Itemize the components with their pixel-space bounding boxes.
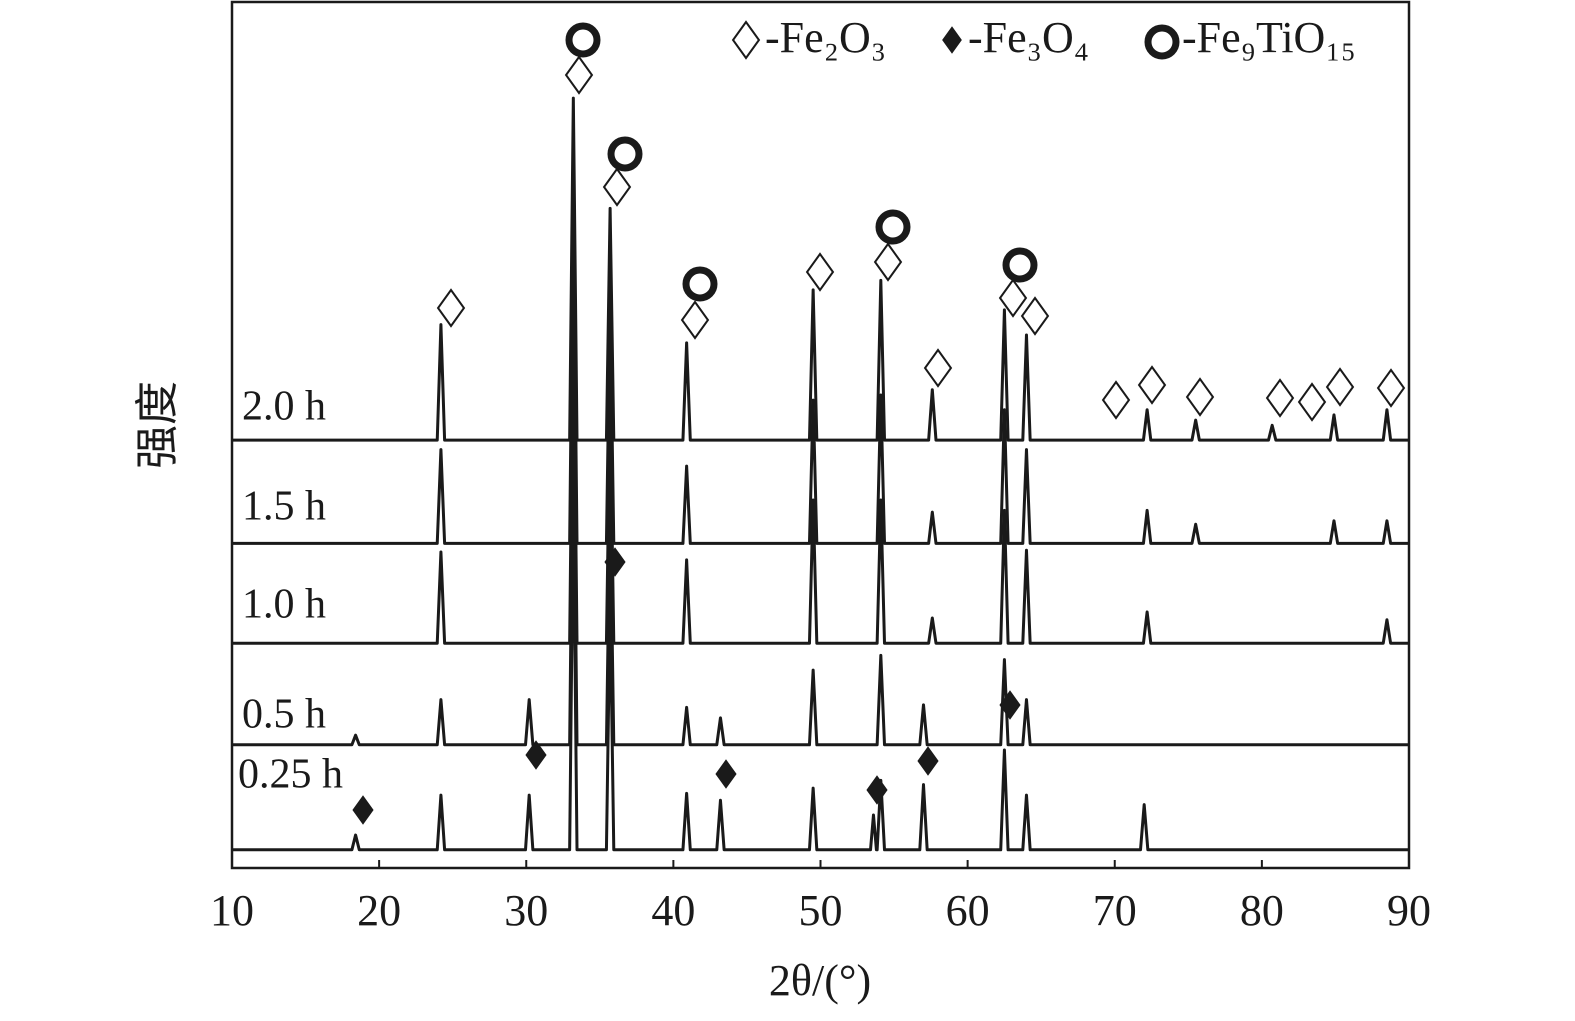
xrd-pattern bbox=[232, 498, 1409, 852]
fe2o3-marker bbox=[602, 167, 632, 207]
fe2o3-marker bbox=[1020, 296, 1050, 336]
legend-entry: -Fe₂O₃ bbox=[765, 13, 886, 62]
fe2o3-marker bbox=[805, 252, 835, 292]
series-label: 0.5 h bbox=[242, 692, 326, 738]
fe2o3-marker bbox=[1101, 380, 1131, 420]
legend-entry: -Fe₃O₄ bbox=[968, 13, 1089, 62]
fe9tio15-marker bbox=[607, 136, 643, 172]
fe9tio15-marker bbox=[565, 22, 601, 58]
fe2o3-marker bbox=[1137, 365, 1167, 405]
fe3o4-marker bbox=[525, 740, 547, 770]
fe9tio15-marker bbox=[682, 266, 718, 302]
fe2o3-marker bbox=[1297, 382, 1327, 422]
xrd-pattern bbox=[232, 398, 1409, 747]
fe2o3-marker bbox=[731, 20, 761, 60]
series-label: 1.5 h bbox=[242, 484, 326, 530]
series-label: 2.0 h bbox=[242, 384, 326, 430]
fe2o3-marker bbox=[923, 348, 953, 388]
fe3o4-marker bbox=[352, 795, 374, 825]
xrd-pattern bbox=[232, 96, 1409, 442]
x-tick-label: 90 bbox=[1387, 886, 1431, 935]
fe3o4-marker bbox=[715, 759, 737, 789]
fe2o3-marker bbox=[1376, 368, 1406, 408]
fe2o3-marker bbox=[1325, 367, 1355, 407]
fe3o4-marker bbox=[866, 775, 888, 805]
series-label: 1.0 h bbox=[242, 582, 326, 628]
x-tick-label: 50 bbox=[799, 886, 843, 935]
fe3o4-marker bbox=[942, 26, 962, 54]
series-label: 0.25 h bbox=[238, 752, 343, 798]
fe9tio15-marker bbox=[875, 209, 911, 245]
x-tick-label: 40 bbox=[651, 886, 695, 935]
legend-entry: -Fe₉TiO₁₅ bbox=[1182, 13, 1356, 62]
y-axis-label: 强度 bbox=[133, 381, 182, 469]
x-tick-label: 10 bbox=[210, 886, 254, 935]
fe3o4-marker bbox=[604, 547, 626, 577]
x-tick-label: 30 bbox=[504, 886, 548, 935]
fe2o3-marker bbox=[564, 55, 594, 95]
fe2o3-marker bbox=[1185, 377, 1215, 417]
x-tick-label: 60 bbox=[946, 886, 990, 935]
fe2o3-marker bbox=[873, 242, 903, 282]
fe2o3-marker bbox=[436, 288, 466, 328]
fe3o4-marker bbox=[917, 746, 939, 776]
fe2o3-marker bbox=[680, 300, 710, 340]
x-tick-label: 20 bbox=[357, 886, 401, 935]
xrd-pattern bbox=[232, 198, 1409, 545]
x-tick-label: 70 bbox=[1093, 886, 1137, 935]
fe2o3-marker bbox=[1265, 378, 1295, 418]
x-axis-label: 2θ/(°) bbox=[769, 956, 871, 1005]
fe2o3-marker bbox=[998, 278, 1028, 318]
plot-frame bbox=[230, 0, 1411, 870]
fe9tio15-marker bbox=[1144, 24, 1180, 60]
xrd-pattern bbox=[232, 298, 1409, 645]
fe9tio15-marker bbox=[1002, 247, 1038, 283]
fe3o4-marker bbox=[999, 690, 1021, 720]
x-tick-label: 80 bbox=[1240, 886, 1284, 935]
